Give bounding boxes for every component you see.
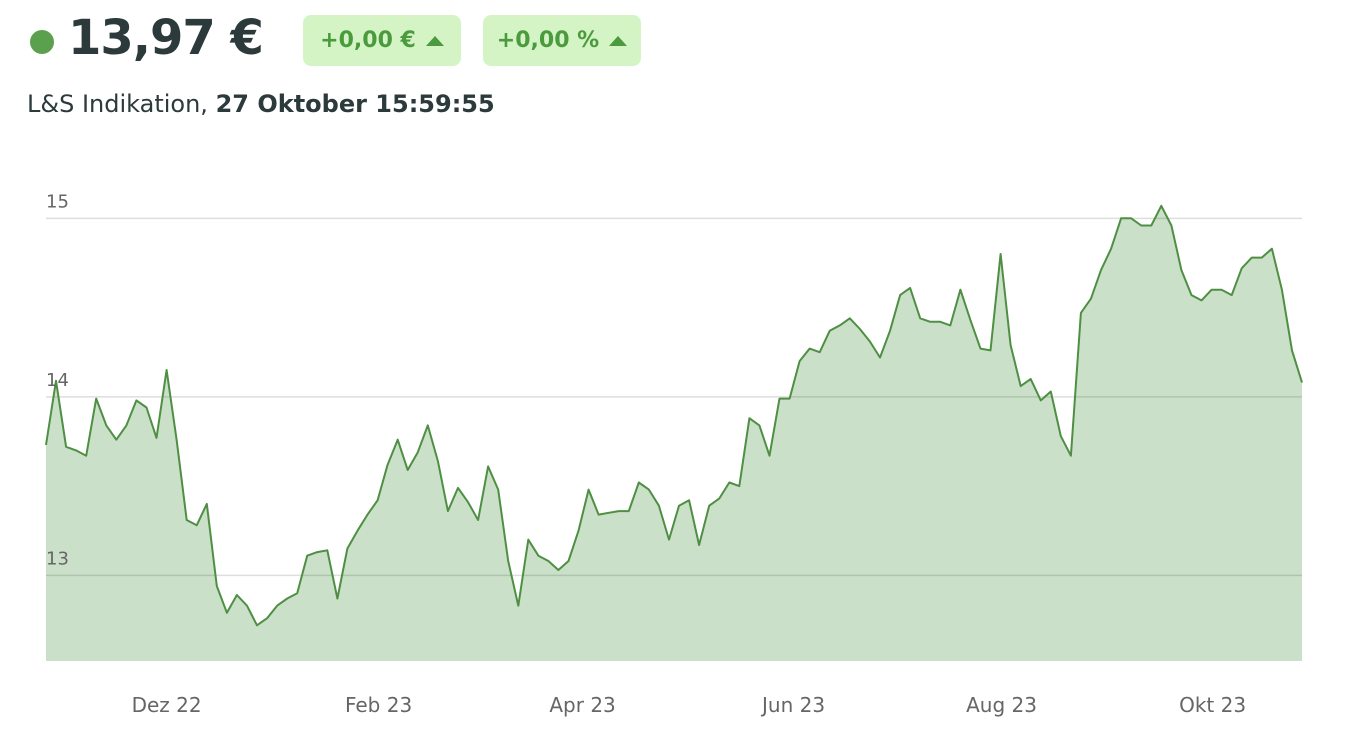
x-tick-label: Dez 22 — [132, 693, 202, 717]
area — [46, 205, 1302, 662]
change-badge: +0,00 € — [303, 15, 461, 66]
change: +0,00 € — [320, 28, 416, 53]
timestamp: 27 Oktober 15:59:55 — [215, 90, 495, 118]
x-tick-label: Aug 23 — [966, 693, 1037, 717]
x-tick-label: Okt 23 — [1179, 693, 1246, 717]
status-dot — [30, 30, 54, 54]
change-pct: +0,00 % — [496, 28, 600, 53]
y-tick-label: 13 — [46, 548, 69, 569]
price: 13,97 € — [68, 10, 264, 66]
x-tick-label: Feb 23 — [345, 693, 412, 717]
line — [45, 204, 1303, 627]
up-arrow — [425, 35, 444, 46]
source: L&S Indikation, — [27, 90, 208, 118]
change-pct-badge: +0,00 % — [483, 15, 641, 66]
y-tick-label: 15 — [46, 191, 69, 212]
x-tick-label: Jun 23 — [760, 693, 825, 717]
x-tick-label: Apr 23 — [549, 693, 615, 717]
subtitle: L&S Indikation, 27 Oktober 15:59:55 — [27, 90, 495, 118]
up-arrow — [609, 35, 628, 46]
y-tick-label: 14 — [46, 370, 69, 391]
